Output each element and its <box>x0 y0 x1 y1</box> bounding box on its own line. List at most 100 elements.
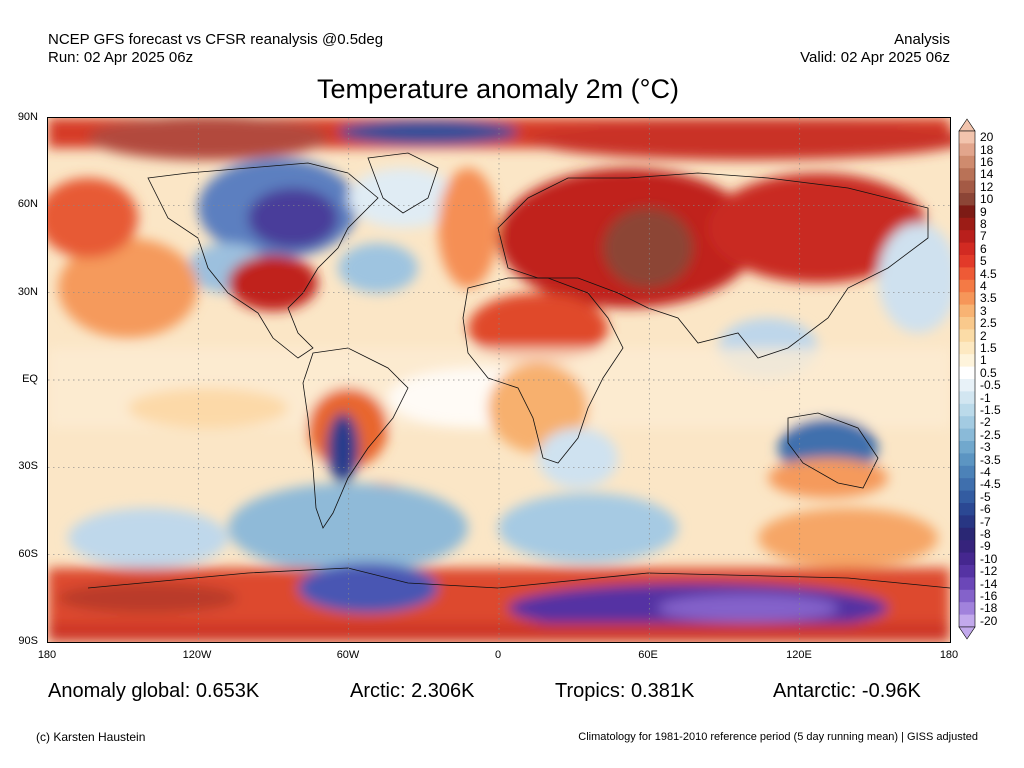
colorbar-swatch <box>959 403 975 417</box>
colorbar-label: -12 <box>980 564 998 579</box>
graticule <box>48 118 950 642</box>
colorbar-swatch <box>959 366 975 380</box>
copyright: (c) Karsten Haustein <box>36 730 146 744</box>
colorbar-swatch <box>959 453 975 467</box>
colorbar-label: 0.5 <box>980 365 997 380</box>
lon-label-60w: 60W <box>336 649 360 661</box>
colorbar-label: -6 <box>980 502 991 517</box>
colorbar-swatch <box>959 255 975 268</box>
colorbar-label: 18 <box>980 142 994 157</box>
lon-label-0: 0 <box>494 649 502 661</box>
colorbar-label: -4.5 <box>980 477 1001 492</box>
colorbar-label: -10 <box>980 551 998 566</box>
colorbar-label: 1.5 <box>980 341 997 355</box>
colorbar-swatch <box>959 441 975 454</box>
colorbar-swatch <box>959 503 975 516</box>
colorbar-label: -3 <box>980 440 991 455</box>
lon-label-120w: 120W <box>182 649 212 661</box>
colorbar-label: 6 <box>980 241 987 256</box>
colorbar-swatch <box>959 589 975 603</box>
colorbar-swatch <box>959 155 975 169</box>
anomaly-map-canvas <box>48 118 950 642</box>
colorbar-swatch <box>959 565 975 578</box>
colorbar-swatch <box>959 279 975 293</box>
map-title: Temperature anomaly 2m (°C) <box>317 74 679 104</box>
colorbar-bottom-arrow <box>958 626 976 640</box>
colorbar-label: 4.5 <box>980 266 997 281</box>
colorbar-swatch <box>959 552 975 566</box>
header-right: Analysis Valid: 02 Apr 2025 06z <box>800 31 950 67</box>
colorbar-swatch <box>959 465 975 479</box>
colorbar-swatch <box>959 602 975 616</box>
colorbar-swatch <box>959 168 975 182</box>
lon-label-180w: 180 <box>37 649 57 661</box>
colorbar-swatch <box>959 193 975 206</box>
colorbar-label: 7 <box>980 229 987 244</box>
colorbar-swatch <box>959 379 975 392</box>
colorbar-label: -2 <box>980 415 991 430</box>
colorbar-label: 20 <box>980 130 994 145</box>
colorbar-label: 3.5 <box>980 291 997 306</box>
colorbar-swatch <box>959 131 975 144</box>
colorbar-label: 2.5 <box>980 316 997 331</box>
coastlines <box>87 152 950 589</box>
colorbar-swatch <box>959 267 975 281</box>
lat-label-90n: 90N <box>17 111 38 123</box>
colorbar-swatch <box>959 416 975 430</box>
colorbar-top-arrow <box>958 118 976 132</box>
stat-arctic: Arctic: 2.306K <box>350 680 475 702</box>
colorbar-label: 12 <box>980 179 994 194</box>
colorbar-label: -1.5 <box>980 403 1001 417</box>
colorbar-label: -20 <box>980 613 998 628</box>
colorbar-label: -3.5 <box>980 452 1001 467</box>
colorbar-swatch <box>959 242 975 256</box>
lat-label-60s: 60S <box>18 548 38 560</box>
lon-label-60e: 60E <box>638 649 658 661</box>
colorbar-label: -2.5 <box>980 427 1001 442</box>
colorbar-label: 8 <box>980 217 987 231</box>
colorbar-label: 14 <box>980 167 994 182</box>
colorbar-swatch <box>959 515 975 529</box>
colorbar-swatch <box>959 329 975 343</box>
lat-label-eq: EQ <box>22 373 38 385</box>
colorbar-swatch <box>959 341 975 355</box>
colorbar-label: -4 <box>980 465 991 479</box>
colorbar-label: -18 <box>980 601 998 616</box>
colorbar-label: 10 <box>980 192 994 207</box>
colorbar-swatch <box>959 540 975 554</box>
colorbar-swatch <box>959 490 975 504</box>
lon-label-120e: 120E <box>786 649 812 661</box>
colorbar-swatch <box>959 354 975 368</box>
colorbar-label: -0.5 <box>980 378 1001 393</box>
header-left: NCEP GFS forecast vs CFSR reanalysis @0.… <box>48 31 383 67</box>
colorbar-label: -16 <box>980 589 998 603</box>
colorbar-label: 5 <box>980 254 987 269</box>
colorbar-label: 3 <box>980 303 987 318</box>
colorbar-label: 4 <box>980 279 987 293</box>
lon-label-180e: 180 <box>939 649 959 661</box>
analysis-label: Analysis <box>894 31 950 48</box>
anomaly-map <box>47 117 951 643</box>
colorbar-swatch <box>959 317 975 330</box>
colorbar-label: 1 <box>980 353 987 368</box>
colorbar-label: -14 <box>980 576 998 591</box>
colorbar-swatch <box>959 217 975 231</box>
colorbar-label: -8 <box>980 527 991 541</box>
colorbar-label: 16 <box>980 155 994 169</box>
colorbar-label: -7 <box>980 514 991 529</box>
colorbar-swatch <box>959 391 975 405</box>
colorbar-swatch <box>959 230 975 244</box>
colorbar-swatch <box>959 292 975 306</box>
lat-label-60n: 60N <box>17 198 38 210</box>
colorbar-swatch <box>959 180 975 194</box>
colorbar-swatch <box>959 478 975 492</box>
colorbar-swatch <box>959 205 975 219</box>
colorbar-swatch <box>959 577 975 591</box>
colorbar-swatch <box>959 614 975 628</box>
run-time: Run: 02 Apr 2025 06z <box>48 49 194 66</box>
colorbar-swatch <box>959 527 975 541</box>
colorbar-swatch <box>959 143 975 157</box>
valid-time: Valid: 02 Apr 2025 06z <box>800 49 950 66</box>
stat-global: Anomaly global: 0.653K <box>48 680 260 702</box>
lat-label-30n: 30N <box>17 286 38 298</box>
